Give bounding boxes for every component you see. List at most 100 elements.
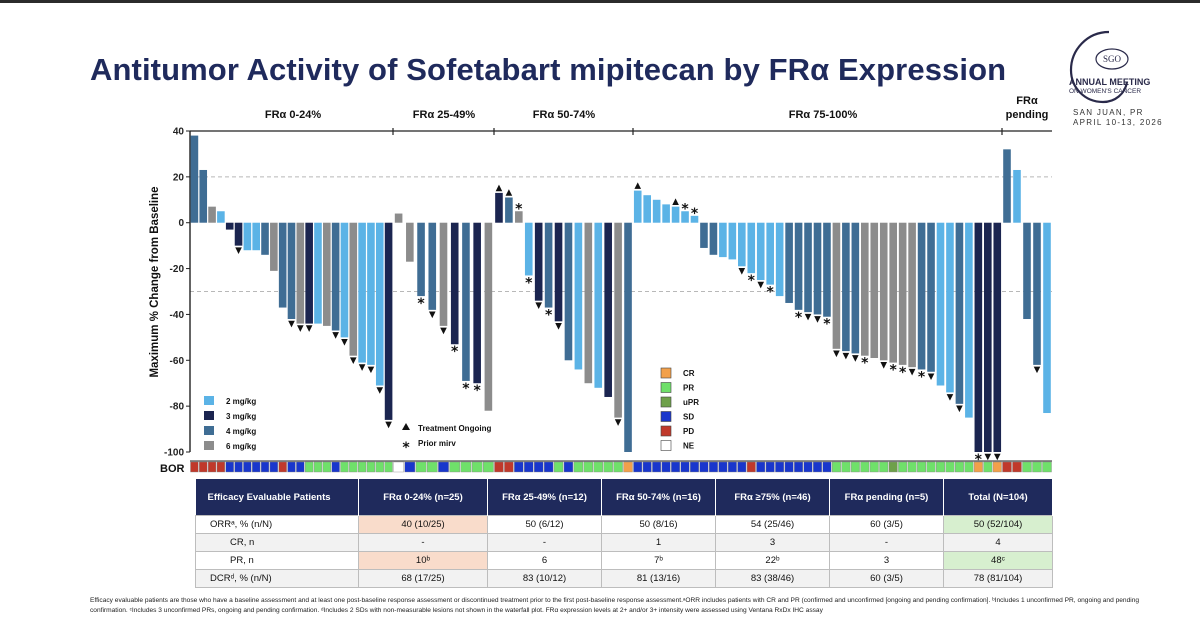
bor-cell xyxy=(718,461,728,473)
waterfall-bar xyxy=(278,222,287,308)
table-cell: 10ᵇ xyxy=(358,551,488,570)
treatment-ongoing-marker xyxy=(349,357,357,364)
prior-mirv-marker: * xyxy=(975,452,983,468)
bor-cell xyxy=(1042,461,1052,473)
prior-mirv-marker: * xyxy=(795,310,803,326)
waterfall-bar xyxy=(700,222,708,248)
y-tick-label: 40 xyxy=(173,127,185,138)
waterfall-bar xyxy=(199,169,208,223)
waterfall-bar xyxy=(190,135,199,223)
waterfall-bar xyxy=(794,222,803,310)
waterfall-bar xyxy=(1043,222,1051,414)
treatment-ongoing-legend-icon xyxy=(402,423,410,430)
treatment-ongoing-marker xyxy=(555,323,562,330)
waterfall-bar xyxy=(690,215,699,223)
waterfall-bar xyxy=(594,222,603,388)
waterfall-bar xyxy=(851,222,860,354)
bor-cell xyxy=(404,461,416,473)
waterfall-bar xyxy=(804,222,812,313)
waterfall-bar xyxy=(984,222,992,452)
bor-cell xyxy=(603,461,613,473)
row-label: CR, n xyxy=(195,533,359,552)
bor-cell xyxy=(1022,461,1032,473)
table-cell: 1 xyxy=(601,533,716,552)
dose-legend-swatch xyxy=(204,426,214,435)
prior-mirv-legend-icon: * xyxy=(402,440,410,456)
bor-cell xyxy=(322,461,331,473)
table-cell: - xyxy=(487,533,602,552)
treatment-ongoing-legend-label: Treatment Ongoing xyxy=(418,424,491,433)
bor-cell xyxy=(964,461,974,473)
treatment-ongoing-marker xyxy=(946,394,954,401)
table-header: FRα 0-24% (n=25) xyxy=(358,479,488,516)
bor-cell xyxy=(260,461,270,473)
waterfall-bar xyxy=(766,222,774,285)
bor-cell xyxy=(992,461,1002,473)
bor-legend-swatch xyxy=(660,382,672,393)
treatment-ongoing-marker xyxy=(956,405,963,413)
dose-legend-label: 6 mg/kg xyxy=(226,442,256,451)
waterfall-bar xyxy=(208,206,216,223)
table-cell: 68 (17/25) xyxy=(358,569,488,588)
bor-cell xyxy=(287,461,296,473)
y-tick-label: -40 xyxy=(170,310,185,321)
bor-cell xyxy=(794,461,804,473)
row-label: DCRᵈ, % (n/N) xyxy=(195,569,359,588)
waterfall-bar xyxy=(394,213,403,223)
table-cell: 48ᶜ xyxy=(943,551,1053,570)
table-header: FRα ≥75% (n=46) xyxy=(715,479,830,516)
bor-label: BOR xyxy=(160,463,185,475)
bor-cell xyxy=(613,461,623,473)
waterfall-bar xyxy=(349,222,358,356)
waterfall-bar xyxy=(965,222,973,418)
table-cell: 50 (6/12) xyxy=(487,515,602,534)
bor-cell xyxy=(813,461,822,473)
prior-mirv-marker: * xyxy=(525,275,533,291)
bor-cell xyxy=(860,461,870,473)
group-label: FRα 75-100% xyxy=(789,109,858,121)
bor-cell xyxy=(1002,461,1012,473)
waterfall-bar xyxy=(898,222,907,365)
bor-cell xyxy=(888,461,898,473)
dose-legend-swatch xyxy=(204,441,214,450)
waterfall-bar xyxy=(747,222,756,274)
bor-cell xyxy=(690,461,699,473)
treatment-ongoing-marker xyxy=(852,355,859,362)
bor-cell xyxy=(699,461,709,473)
bor-cell xyxy=(841,461,851,473)
table-cell: 50 (52/104) xyxy=(943,515,1053,534)
bor-cell xyxy=(449,461,461,473)
treatment-ongoing-marker xyxy=(842,352,850,360)
waterfall-bar xyxy=(738,222,746,267)
bor-cell xyxy=(661,461,671,473)
bor-cell xyxy=(313,461,323,473)
waterfall-bar xyxy=(243,222,252,251)
bor-cell xyxy=(460,461,472,473)
waterfall-bar xyxy=(1033,222,1041,365)
bor-legend-swatch xyxy=(660,367,672,379)
treatment-ongoing-marker xyxy=(297,325,304,332)
treatment-ongoing-marker xyxy=(440,327,447,335)
bor-cell xyxy=(199,461,208,473)
waterfall-bar xyxy=(270,222,278,271)
waterfall-bar xyxy=(652,199,661,223)
waterfall-bar xyxy=(375,222,384,386)
prior-mirv-marker: * xyxy=(417,296,425,312)
bor-cell xyxy=(573,461,584,473)
waterfall-bar xyxy=(889,222,897,363)
bor-legend-label: NE xyxy=(683,442,695,451)
waterfall-bar xyxy=(643,195,651,223)
bor-cell xyxy=(822,461,832,473)
waterfall-bar xyxy=(728,222,737,260)
waterfall-bar xyxy=(515,211,523,223)
y-tick-label: -100 xyxy=(164,448,184,459)
treatment-ongoing-marker xyxy=(757,281,765,289)
bor-cell xyxy=(1012,461,1022,473)
bor-cell xyxy=(553,461,564,473)
table-header-row: Efficacy Evaluable Patients FRα 0-24% (n… xyxy=(195,479,1053,516)
table-header: FRα 50-74% (n=16) xyxy=(601,479,716,516)
waterfall-bar xyxy=(296,222,305,324)
sgo-location: SAN JUAN, PR APRIL 10-13, 2026 xyxy=(1073,108,1163,128)
waterfall-bar xyxy=(524,222,533,276)
treatment-ongoing-marker xyxy=(428,311,436,319)
